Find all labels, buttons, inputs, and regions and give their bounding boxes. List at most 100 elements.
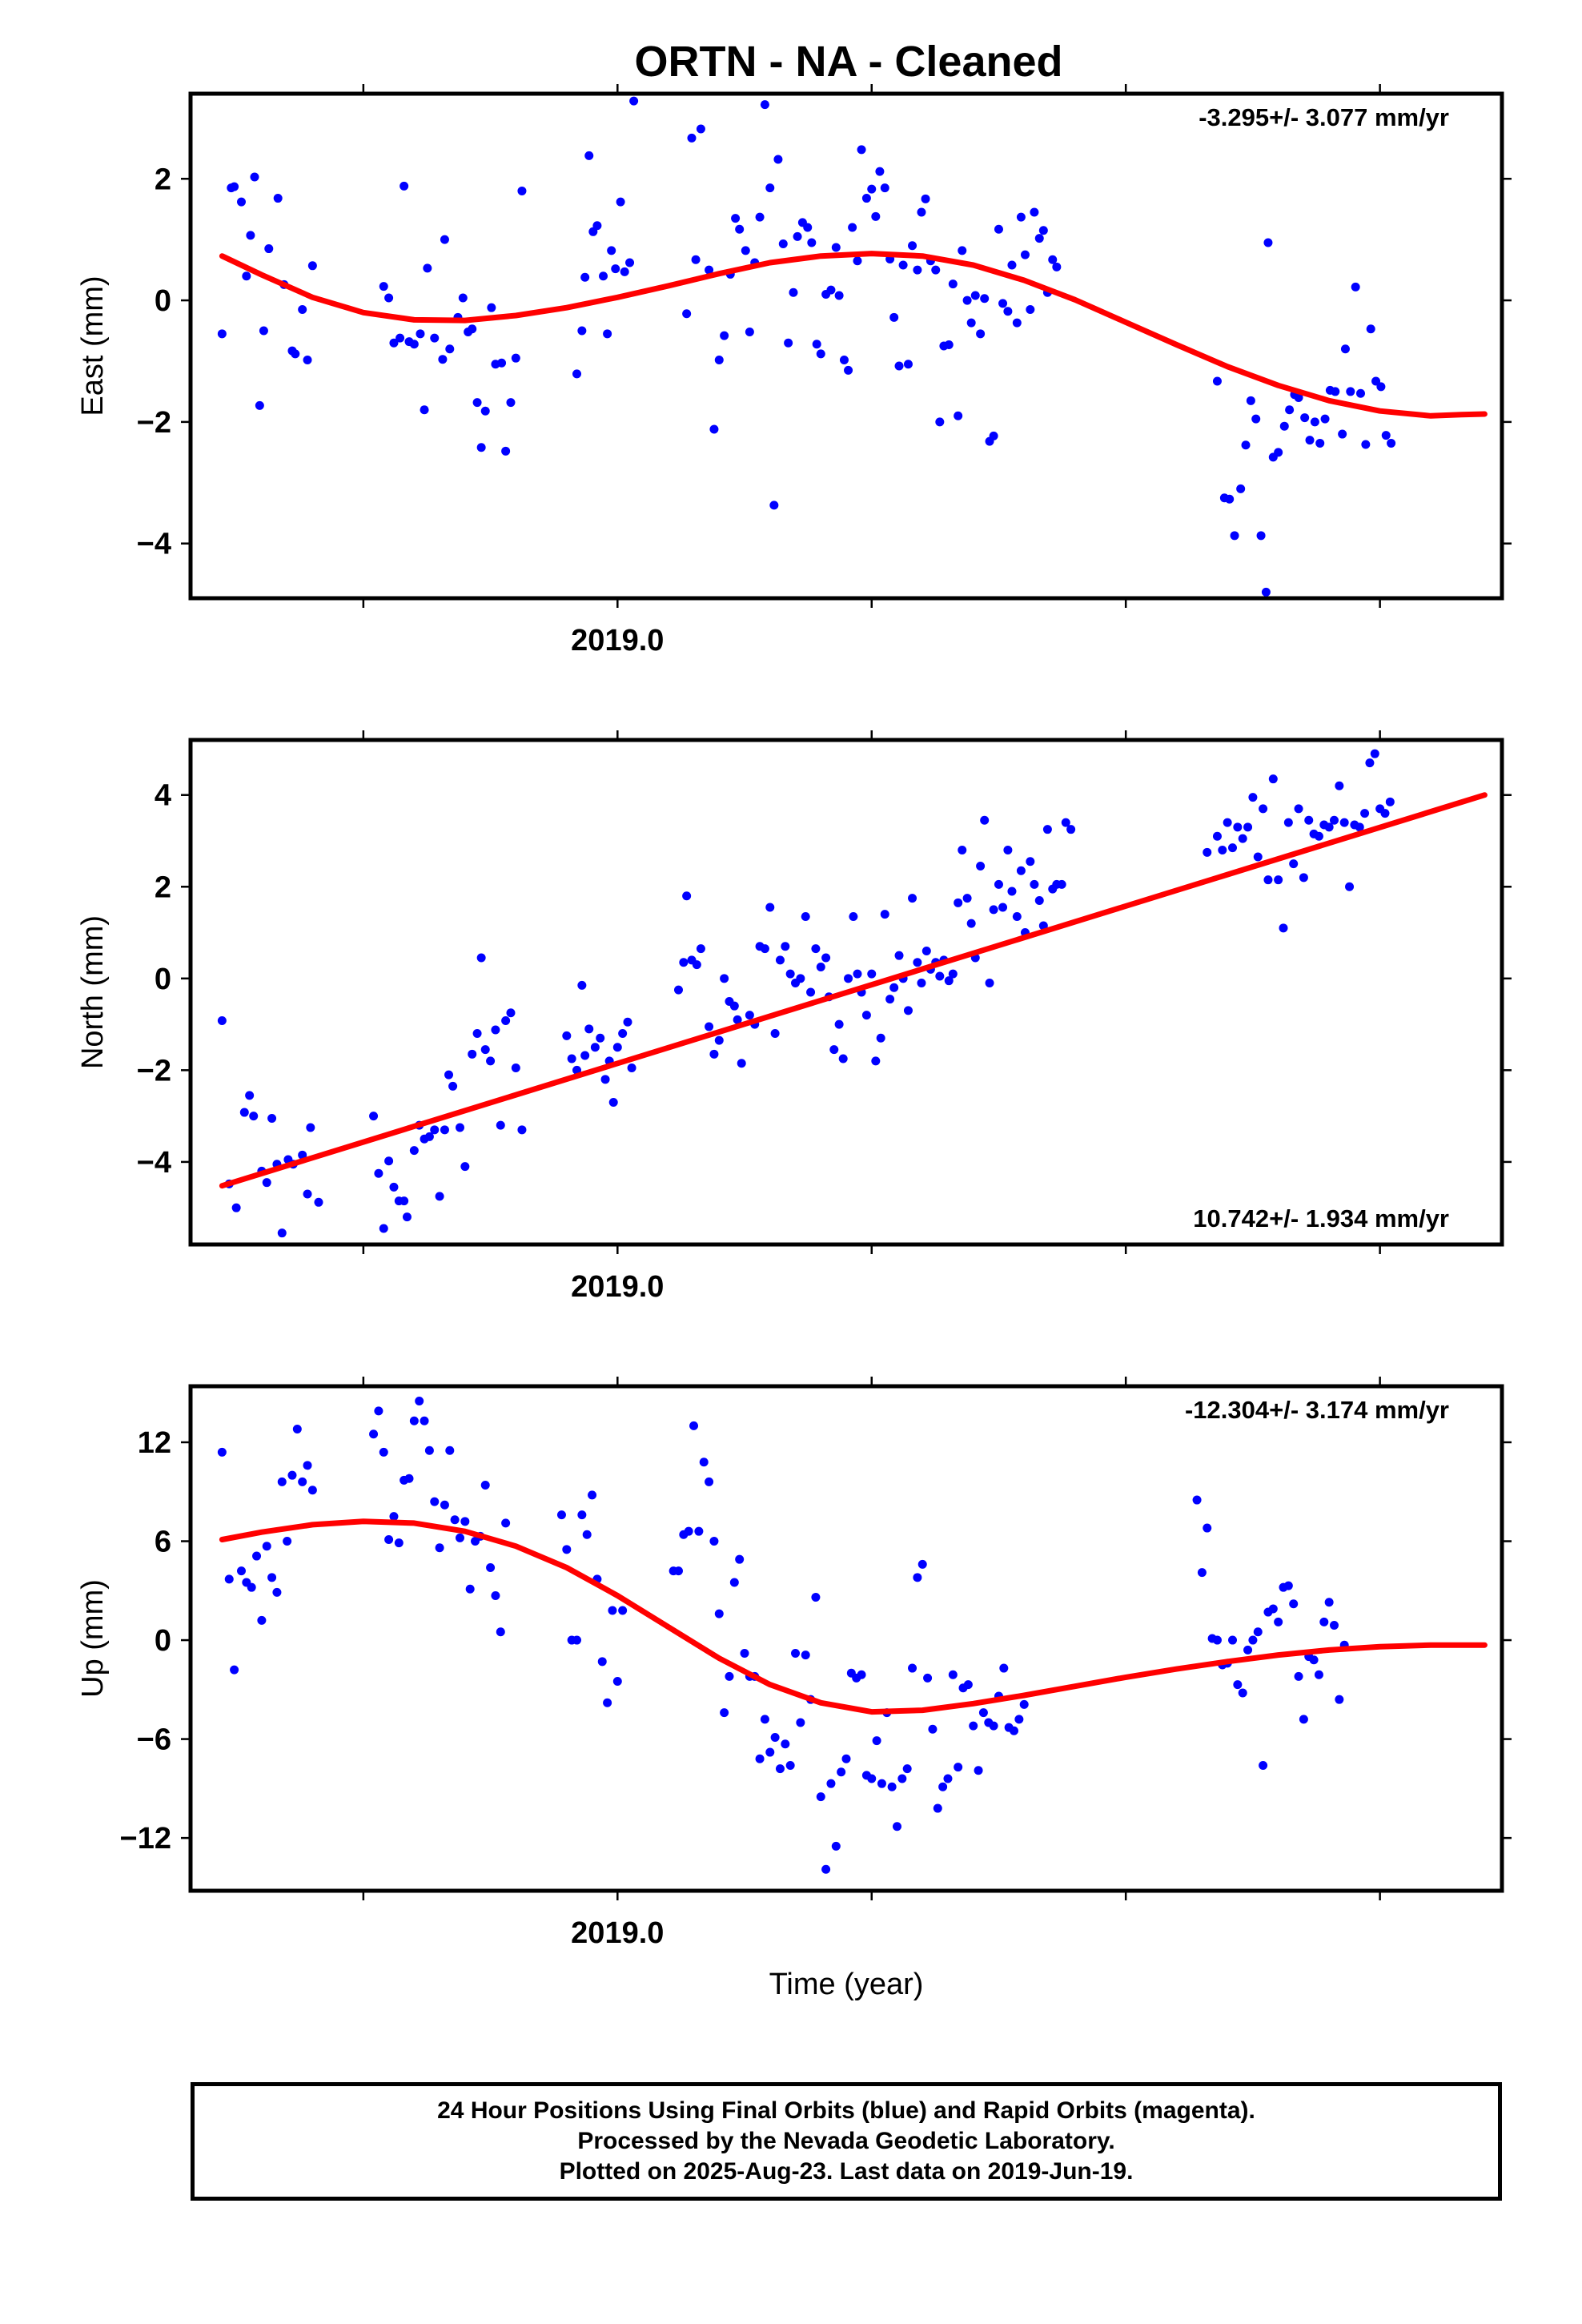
up-data-point [1197, 1568, 1207, 1578]
north-data-point [1380, 809, 1390, 818]
east-data-point [989, 431, 998, 440]
east-data-point [894, 361, 904, 371]
up-data-point [435, 1543, 444, 1553]
up-data-point [1299, 1715, 1308, 1724]
east-data-point [958, 246, 967, 255]
up-data-point [1243, 1645, 1253, 1655]
north-data-point [590, 1043, 600, 1052]
up-data-point [867, 1774, 877, 1783]
up-data-point [287, 1470, 297, 1480]
north-data-point [958, 845, 967, 854]
east-data-point [1236, 484, 1246, 493]
north-data-point [1314, 831, 1323, 841]
east-data-point [236, 197, 246, 207]
north-data-point [908, 894, 917, 903]
up-data-point [775, 1764, 785, 1774]
east-y-tick-label: 0 [155, 284, 171, 318]
east-data-point [913, 265, 922, 275]
up-data-point [430, 1497, 440, 1506]
north-data-point [1274, 875, 1283, 885]
north-data-point [966, 919, 976, 928]
east-data-point [1225, 494, 1235, 504]
up-data-point [928, 1724, 938, 1734]
up-data-point [837, 1767, 846, 1777]
north-data-point [402, 1212, 412, 1222]
north-data-point [384, 1156, 394, 1166]
up-data-point [709, 1537, 719, 1546]
up-data-point [1238, 1688, 1247, 1698]
north-data-point [567, 1054, 576, 1063]
north-data-point [1259, 804, 1268, 814]
north-data-point [596, 1033, 605, 1043]
north-data-point [486, 1056, 496, 1066]
up-data-point [969, 1721, 978, 1731]
up-data-point [577, 1510, 587, 1520]
east-data-point [921, 194, 930, 203]
east-data-point [834, 291, 844, 300]
north-data-point [935, 971, 945, 981]
north-data-point [448, 1081, 458, 1091]
east-data-point [714, 355, 724, 364]
up-data-point [999, 1663, 1009, 1673]
up-data-point [1010, 1726, 1019, 1735]
footer-line-plotted: Plotted on 2025-Aug-23. Last data on 201… [559, 2158, 1134, 2185]
up-data-point [303, 1461, 312, 1470]
up-data-point [1019, 1699, 1029, 1709]
east-data-point [773, 155, 783, 164]
east-data-point [255, 400, 264, 410]
north-data-point [985, 979, 994, 988]
east-data-point [246, 231, 255, 240]
north-data-point [811, 944, 821, 954]
up-data-point [608, 1606, 617, 1615]
east-data-point [1274, 448, 1283, 457]
chart-title: ORTN - NA - Cleaned [634, 38, 1062, 86]
north-data-point [692, 960, 701, 970]
north-data-point [871, 1056, 881, 1066]
north-data-point [1007, 887, 1017, 896]
east-data-point [1366, 324, 1375, 334]
east-data-point [501, 446, 511, 456]
north-data-point [444, 1070, 454, 1080]
north-data-point [1339, 818, 1349, 827]
north-data-point [816, 963, 825, 971]
up-data-point [770, 1733, 780, 1743]
north-data-point [1012, 912, 1022, 921]
north-data-point [801, 912, 810, 921]
up-data-point [729, 1578, 739, 1587]
east-data-point [944, 340, 954, 349]
up-data-point [897, 1774, 907, 1783]
east-data-point [511, 353, 520, 363]
east-rate-label: -3.295+/- 3.077 mm/yr [1199, 103, 1449, 131]
east-data-point [517, 186, 527, 195]
north-data-point [517, 1125, 527, 1135]
east-data-point [1230, 531, 1239, 541]
north-data-point [245, 1091, 255, 1100]
up-data-point [556, 1510, 566, 1520]
up-data-point [277, 1477, 287, 1486]
east-data-point [917, 207, 926, 217]
up-data-point [1319, 1617, 1329, 1626]
up-data-point [1294, 1671, 1303, 1681]
up-y-tick-label: −6 [137, 1723, 171, 1757]
north-data-point [880, 910, 889, 919]
up-data-point [689, 1421, 699, 1430]
east-data-point [844, 365, 853, 375]
up-data-point [1253, 1627, 1263, 1637]
north-data-point [1329, 815, 1339, 825]
up-data-point [755, 1754, 765, 1763]
east-data-point [812, 340, 821, 349]
up-data-point [389, 1512, 399, 1522]
up-data-point [1192, 1495, 1202, 1505]
up-data-point [811, 1593, 821, 1602]
east-data-point [1020, 250, 1030, 259]
up-data-point [948, 1670, 958, 1679]
east-data-point [720, 331, 729, 340]
north-data-point [948, 969, 958, 979]
north-data-point [1345, 882, 1355, 891]
up-data-point [684, 1526, 693, 1536]
up-y-tick-label: 0 [155, 1624, 171, 1658]
east-data-point [741, 246, 750, 255]
up-data-point [694, 1526, 704, 1536]
up-data-point [720, 1708, 729, 1718]
up-data-point [908, 1663, 917, 1673]
